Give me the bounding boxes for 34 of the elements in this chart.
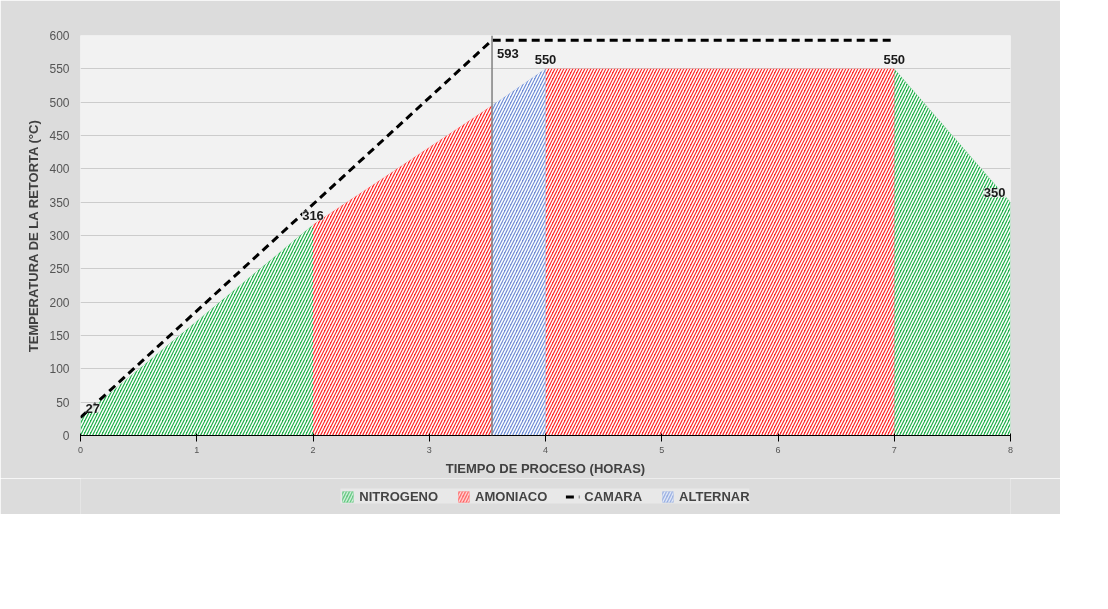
x-tick-label: 4: [543, 444, 549, 455]
y-tick-label: 350: [49, 195, 70, 210]
legend-label: AMONIACO: [475, 488, 548, 504]
y-tick-label: 150: [49, 329, 70, 343]
x-axis-title: TIEMPO DE PROCESO (HORAS): [445, 460, 646, 476]
x-tick-label: 1: [194, 444, 200, 455]
x-tick-label: 5: [659, 444, 665, 455]
annotation: 593: [497, 46, 519, 62]
annotation: 350: [983, 185, 1006, 201]
annotation: 550: [534, 51, 557, 67]
legend-label: CAMARA: [584, 488, 643, 504]
y-tick-label: 0: [62, 429, 70, 443]
x-tick-label: 7: [891, 444, 897, 455]
y-tick-label: 550: [49, 62, 70, 77]
y-tick-label: 400: [49, 162, 70, 177]
y-tick-label: 50: [56, 395, 70, 410]
legend-label: NITROGENO: [359, 488, 439, 504]
x-tick-label: 0: [78, 444, 84, 455]
y-tick-label: 450: [49, 129, 70, 143]
annotation: 550: [883, 51, 906, 67]
y-tick-label: 300: [49, 229, 70, 243]
legend-label: ALTERNAR: [679, 488, 750, 504]
y-tick-label: 100: [49, 362, 70, 377]
y-tick-label: 200: [49, 295, 70, 310]
x-tick-label: 6: [775, 444, 781, 455]
y-axis-title: TEMPERATURA DE LA RETORTA (°C): [26, 120, 42, 353]
x-tick-label: 3: [426, 444, 432, 455]
annotation: 316: [302, 207, 324, 223]
annotation: 27: [85, 400, 100, 416]
y-tick-label: 600: [49, 29, 70, 43]
y-tick-label: 250: [49, 262, 70, 277]
y-tick-label: 500: [49, 95, 70, 110]
x-tick-label: 8: [1008, 444, 1014, 455]
x-tick-label: 2: [310, 444, 316, 455]
